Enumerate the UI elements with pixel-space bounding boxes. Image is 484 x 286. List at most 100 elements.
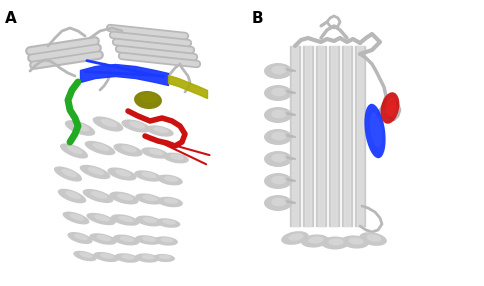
Ellipse shape	[364, 104, 386, 158]
Ellipse shape	[67, 232, 92, 244]
Ellipse shape	[164, 176, 178, 182]
Ellipse shape	[141, 147, 169, 159]
Ellipse shape	[366, 234, 381, 242]
Ellipse shape	[153, 127, 168, 133]
Ellipse shape	[85, 141, 115, 155]
Ellipse shape	[136, 216, 162, 227]
Ellipse shape	[341, 235, 369, 249]
Ellipse shape	[157, 197, 183, 207]
Ellipse shape	[153, 254, 175, 262]
Ellipse shape	[162, 219, 176, 225]
Ellipse shape	[264, 129, 292, 145]
Ellipse shape	[65, 120, 95, 136]
Ellipse shape	[140, 93, 158, 103]
Ellipse shape	[170, 154, 184, 160]
Ellipse shape	[118, 216, 134, 222]
Ellipse shape	[120, 236, 135, 242]
Ellipse shape	[88, 167, 105, 175]
Ellipse shape	[160, 237, 174, 243]
Ellipse shape	[115, 169, 131, 177]
Ellipse shape	[272, 65, 287, 74]
Text: B: B	[252, 11, 264, 26]
Ellipse shape	[83, 189, 113, 203]
Ellipse shape	[370, 113, 382, 147]
Ellipse shape	[155, 218, 181, 228]
Ellipse shape	[264, 173, 292, 189]
Ellipse shape	[65, 191, 81, 199]
Ellipse shape	[272, 176, 287, 184]
Ellipse shape	[348, 237, 363, 245]
Ellipse shape	[58, 189, 86, 203]
Ellipse shape	[113, 143, 143, 156]
Ellipse shape	[142, 195, 158, 201]
Ellipse shape	[61, 169, 77, 177]
Ellipse shape	[321, 237, 349, 249]
Ellipse shape	[73, 123, 90, 131]
Ellipse shape	[121, 120, 151, 133]
Ellipse shape	[141, 255, 154, 260]
Ellipse shape	[74, 234, 88, 240]
Ellipse shape	[272, 88, 287, 96]
Ellipse shape	[380, 92, 399, 124]
Ellipse shape	[87, 213, 116, 225]
Ellipse shape	[135, 235, 161, 245]
Ellipse shape	[359, 232, 387, 246]
Ellipse shape	[80, 165, 110, 179]
Ellipse shape	[62, 212, 90, 225]
Ellipse shape	[272, 198, 287, 206]
Ellipse shape	[93, 252, 119, 262]
Ellipse shape	[101, 119, 118, 127]
Ellipse shape	[272, 132, 287, 140]
Ellipse shape	[163, 153, 189, 163]
Ellipse shape	[154, 236, 178, 246]
Ellipse shape	[135, 193, 163, 204]
Ellipse shape	[386, 97, 396, 117]
Ellipse shape	[301, 235, 329, 248]
Ellipse shape	[281, 231, 309, 245]
Ellipse shape	[328, 239, 344, 246]
Ellipse shape	[117, 193, 133, 200]
Ellipse shape	[159, 255, 171, 259]
Ellipse shape	[92, 143, 109, 151]
Ellipse shape	[272, 154, 287, 162]
Ellipse shape	[135, 253, 159, 263]
Ellipse shape	[70, 213, 84, 221]
Text: A: A	[5, 11, 17, 26]
Ellipse shape	[141, 172, 156, 178]
Ellipse shape	[157, 174, 183, 185]
Ellipse shape	[121, 145, 137, 153]
Ellipse shape	[134, 170, 162, 182]
Ellipse shape	[94, 214, 110, 221]
Ellipse shape	[60, 143, 88, 159]
Ellipse shape	[96, 235, 111, 241]
Ellipse shape	[67, 146, 83, 154]
Ellipse shape	[90, 233, 117, 245]
Ellipse shape	[73, 251, 97, 261]
Ellipse shape	[264, 151, 292, 167]
Ellipse shape	[91, 191, 107, 199]
Ellipse shape	[288, 233, 303, 241]
Ellipse shape	[111, 214, 139, 226]
Ellipse shape	[79, 252, 92, 258]
Ellipse shape	[54, 166, 82, 182]
Ellipse shape	[92, 116, 123, 132]
Ellipse shape	[121, 254, 135, 260]
Ellipse shape	[113, 235, 139, 245]
Ellipse shape	[142, 236, 156, 242]
Ellipse shape	[149, 149, 164, 155]
Ellipse shape	[264, 195, 292, 211]
Ellipse shape	[134, 91, 162, 109]
Ellipse shape	[115, 253, 139, 263]
Ellipse shape	[264, 63, 292, 79]
Ellipse shape	[100, 253, 114, 259]
Ellipse shape	[264, 107, 292, 123]
Ellipse shape	[107, 167, 136, 180]
Ellipse shape	[146, 125, 174, 137]
Ellipse shape	[308, 236, 324, 244]
Ellipse shape	[109, 192, 138, 204]
Ellipse shape	[129, 121, 145, 129]
Ellipse shape	[143, 217, 157, 223]
Ellipse shape	[272, 110, 287, 118]
Ellipse shape	[164, 198, 178, 204]
Ellipse shape	[264, 85, 292, 101]
